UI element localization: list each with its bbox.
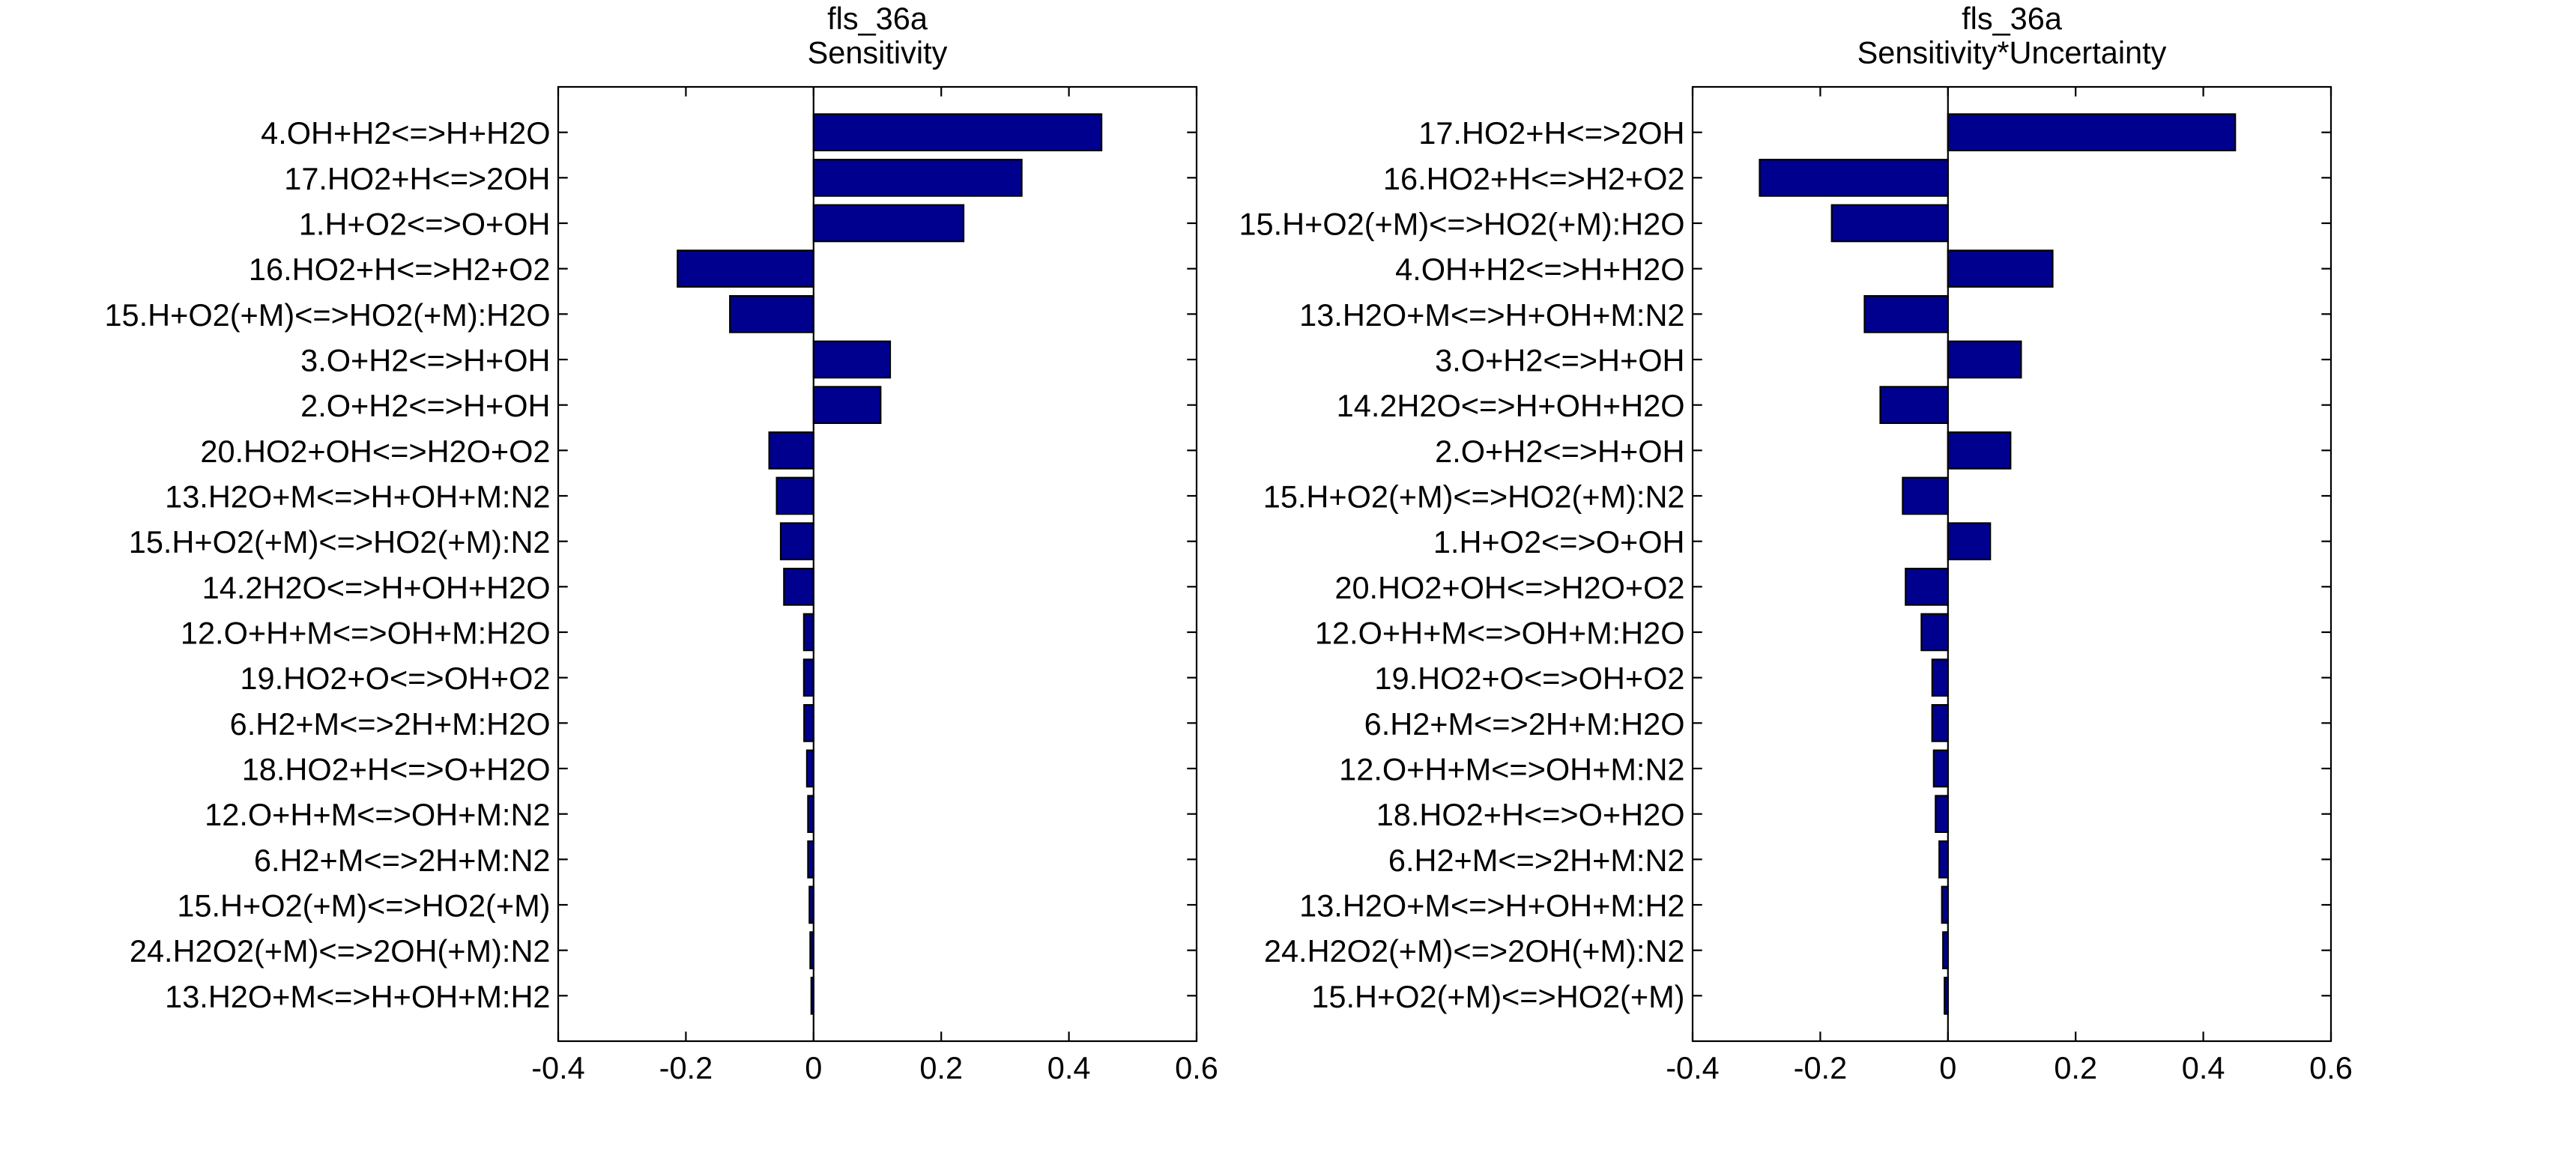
svg-text:15.H+O2(+M)<=>HO2(+M): 15.H+O2(+M)<=>HO2(+M) bbox=[177, 888, 550, 924]
svg-text:13.H2O+M<=>H+OH+M:N2: 13.H2O+M<=>H+OH+M:N2 bbox=[165, 479, 550, 515]
svg-text:18.HO2+H<=>O+H2O: 18.HO2+H<=>O+H2O bbox=[1376, 797, 1685, 832]
svg-text:4.OH+H2<=>H+H2O: 4.OH+H2<=>H+H2O bbox=[261, 115, 550, 151]
svg-text:3.O+H2<=>H+OH: 3.O+H2<=>H+OH bbox=[1435, 343, 1684, 378]
svg-text:0: 0 bbox=[1939, 1050, 1956, 1085]
svg-text:6.H2+M<=>2H+M:H2O: 6.H2+M<=>2H+M:H2O bbox=[230, 706, 551, 742]
svg-text:Sensitivity*Uncertainty: Sensitivity*Uncertainty bbox=[1857, 35, 2167, 70]
svg-text:12.O+H+M<=>OH+M:H2O: 12.O+H+M<=>OH+M:H2O bbox=[1315, 616, 1685, 651]
svg-text:19.HO2+O<=>OH+O2: 19.HO2+O<=>OH+O2 bbox=[1374, 661, 1684, 696]
svg-text:20.HO2+OH<=>H2O+O2: 20.HO2+OH<=>H2O+O2 bbox=[200, 434, 550, 469]
svg-text:13.H2O+M<=>H+OH+M:H2: 13.H2O+M<=>H+OH+M:H2 bbox=[165, 979, 550, 1014]
svg-text:-0.4: -0.4 bbox=[531, 1050, 585, 1085]
svg-text:12.O+H+M<=>OH+M:N2: 12.O+H+M<=>OH+M:N2 bbox=[1339, 752, 1684, 787]
svg-text:6.H2+M<=>2H+M:H2O: 6.H2+M<=>2H+M:H2O bbox=[1364, 706, 1685, 742]
svg-text:1.H+O2<=>O+OH: 1.H+O2<=>O+OH bbox=[1433, 524, 1685, 560]
svg-text:15.H+O2(+M)<=>HO2(+M): 15.H+O2(+M)<=>HO2(+M) bbox=[1311, 979, 1684, 1014]
svg-text:13.H2O+M<=>H+OH+M:N2: 13.H2O+M<=>H+OH+M:N2 bbox=[1299, 297, 1684, 333]
svg-text:-0.2: -0.2 bbox=[659, 1050, 713, 1085]
svg-text:1.H+O2<=>O+OH: 1.H+O2<=>O+OH bbox=[299, 207, 551, 242]
svg-text:15.H+O2(+M)<=>HO2(+M):H2O: 15.H+O2(+M)<=>HO2(+M):H2O bbox=[1239, 207, 1684, 242]
svg-text:0.4: 0.4 bbox=[1047, 1050, 1091, 1085]
svg-text:0.2: 0.2 bbox=[919, 1050, 963, 1085]
svg-text:3.O+H2<=>H+OH: 3.O+H2<=>H+OH bbox=[300, 343, 550, 378]
svg-text:0.6: 0.6 bbox=[2309, 1050, 2353, 1085]
svg-text:17.HO2+H<=>2OH: 17.HO2+H<=>2OH bbox=[284, 161, 550, 196]
svg-text:15.H+O2(+M)<=>HO2(+M):H2O: 15.H+O2(+M)<=>HO2(+M):H2O bbox=[104, 297, 550, 333]
svg-text:16.HO2+H<=>H2+O2: 16.HO2+H<=>H2+O2 bbox=[1383, 161, 1685, 196]
svg-text:24.H2O2(+M)<=>2OH(+M):N2: 24.H2O2(+M)<=>2OH(+M):N2 bbox=[130, 933, 551, 969]
svg-text:0.2: 0.2 bbox=[2054, 1050, 2097, 1085]
svg-text:2.O+H2<=>H+OH: 2.O+H2<=>H+OH bbox=[300, 388, 550, 423]
svg-text:19.HO2+O<=>OH+O2: 19.HO2+O<=>OH+O2 bbox=[240, 661, 550, 696]
svg-text:20.HO2+OH<=>H2O+O2: 20.HO2+OH<=>H2O+O2 bbox=[1334, 570, 1684, 605]
svg-text:0.6: 0.6 bbox=[1175, 1050, 1218, 1085]
svg-text:6.H2+M<=>2H+M:N2: 6.H2+M<=>2H+M:N2 bbox=[254, 843, 551, 878]
svg-text:18.HO2+H<=>O+H2O: 18.HO2+H<=>O+H2O bbox=[242, 752, 551, 787]
svg-text:12.O+H+M<=>OH+M:N2: 12.O+H+M<=>OH+M:N2 bbox=[205, 797, 550, 832]
svg-text:16.HO2+H<=>H2+O2: 16.HO2+H<=>H2+O2 bbox=[249, 252, 551, 287]
svg-text:-0.2: -0.2 bbox=[1794, 1050, 1848, 1085]
svg-text:4.OH+H2<=>H+H2O: 4.OH+H2<=>H+H2O bbox=[1395, 252, 1684, 287]
svg-text:-0.4: -0.4 bbox=[1666, 1050, 1720, 1085]
svg-text:Sensitivity: Sensitivity bbox=[808, 35, 948, 70]
svg-text:17.HO2+H<=>2OH: 17.HO2+H<=>2OH bbox=[1418, 115, 1684, 151]
svg-text:fls_36a: fls_36a bbox=[1962, 1, 2063, 36]
svg-text:24.H2O2(+M)<=>2OH(+M):N2: 24.H2O2(+M)<=>2OH(+M):N2 bbox=[1264, 933, 1685, 969]
svg-text:15.H+O2(+M)<=>HO2(+M):N2: 15.H+O2(+M)<=>HO2(+M):N2 bbox=[129, 524, 551, 560]
svg-text:0: 0 bbox=[805, 1050, 822, 1085]
svg-text:2.O+H2<=>H+OH: 2.O+H2<=>H+OH bbox=[1435, 434, 1684, 469]
svg-text:6.H2+M<=>2H+M:N2: 6.H2+M<=>2H+M:N2 bbox=[1388, 843, 1685, 878]
svg-text:12.O+H+M<=>OH+M:H2O: 12.O+H+M<=>OH+M:H2O bbox=[181, 616, 551, 651]
svg-text:13.H2O+M<=>H+OH+M:H2: 13.H2O+M<=>H+OH+M:H2 bbox=[1299, 888, 1684, 924]
svg-text:14.2H2O<=>H+OH+H2O: 14.2H2O<=>H+OH+H2O bbox=[202, 570, 551, 605]
svg-text:fls_36a: fls_36a bbox=[827, 1, 928, 36]
svg-text:15.H+O2(+M)<=>HO2(+M):N2: 15.H+O2(+M)<=>HO2(+M):N2 bbox=[1263, 479, 1685, 515]
svg-text:0.4: 0.4 bbox=[2182, 1050, 2225, 1085]
svg-text:14.2H2O<=>H+OH+H2O: 14.2H2O<=>H+OH+H2O bbox=[1337, 388, 1685, 423]
